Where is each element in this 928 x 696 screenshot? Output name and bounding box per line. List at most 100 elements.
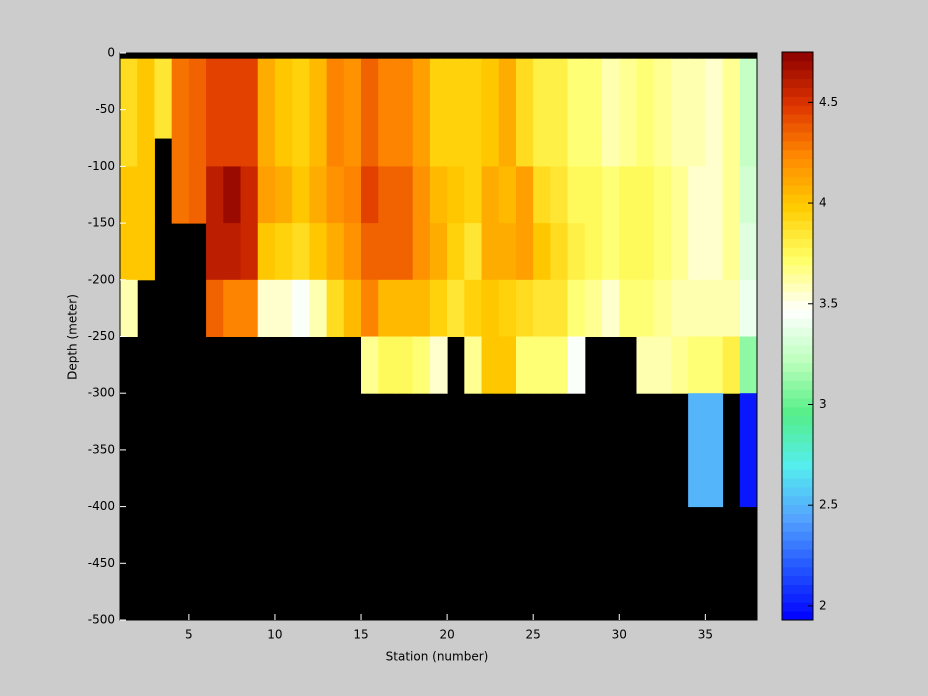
cell xyxy=(705,138,724,167)
colorbar-strip xyxy=(782,194,813,204)
colorbar-strip xyxy=(782,140,813,151)
colorbar-strip xyxy=(782,176,813,186)
cell xyxy=(274,138,293,167)
cell xyxy=(464,336,483,394)
cell xyxy=(206,166,224,224)
cell xyxy=(722,58,741,139)
cell xyxy=(498,58,517,139)
cell xyxy=(567,279,586,337)
cell xyxy=(602,166,620,224)
cell xyxy=(309,58,328,139)
cell xyxy=(481,138,500,167)
cell xyxy=(447,58,465,139)
colorbar-strip xyxy=(782,415,813,426)
colorbar-strip xyxy=(782,478,813,488)
cell xyxy=(653,58,672,139)
cell xyxy=(257,223,276,281)
colorbar-strip xyxy=(782,211,813,222)
cell xyxy=(188,138,207,167)
cell xyxy=(171,166,190,224)
cell xyxy=(481,279,500,337)
colorbar-strip xyxy=(782,318,813,328)
cell xyxy=(670,138,689,167)
cell xyxy=(429,223,448,281)
cell xyxy=(137,223,155,281)
y-tick-label: -500 xyxy=(88,613,115,627)
colorbar-strip xyxy=(782,522,813,532)
cell xyxy=(120,138,138,167)
cell xyxy=(567,138,586,167)
colorbar-strip xyxy=(782,60,813,71)
colorbar-strip xyxy=(782,282,813,293)
cell xyxy=(515,223,534,281)
y-axis-label: Depth (meter) xyxy=(66,294,80,380)
colorbar-strip xyxy=(782,52,813,62)
cell xyxy=(567,336,586,394)
colorbar-strip xyxy=(782,389,813,399)
cell xyxy=(429,336,448,394)
colorbar-strip xyxy=(782,531,813,541)
cell xyxy=(670,166,689,224)
cell xyxy=(705,393,724,508)
cell xyxy=(361,58,379,139)
cell xyxy=(722,166,741,224)
cell xyxy=(567,166,586,224)
cell xyxy=(498,166,517,224)
cell xyxy=(515,279,534,337)
cell xyxy=(343,138,362,167)
x-tick-label: 15 xyxy=(353,628,368,642)
colorbar-tick-label: 2 xyxy=(819,598,827,612)
cell xyxy=(223,138,242,167)
cell xyxy=(619,138,637,167)
cell xyxy=(292,138,310,167)
colorbar-tick-label: 3.5 xyxy=(819,296,838,310)
cell xyxy=(653,336,672,394)
cell xyxy=(343,58,362,139)
cell xyxy=(739,166,758,224)
cell xyxy=(343,223,362,281)
cell xyxy=(567,58,586,139)
cell xyxy=(361,223,379,281)
cell xyxy=(567,223,586,281)
cell xyxy=(533,279,551,337)
cell xyxy=(378,58,396,139)
colorbar-strip xyxy=(782,105,813,115)
cell xyxy=(550,138,569,167)
cell xyxy=(257,58,276,139)
cell xyxy=(619,279,637,337)
cell xyxy=(464,138,483,167)
colorbar-strip xyxy=(782,256,813,266)
cell xyxy=(292,166,310,224)
cell xyxy=(361,336,379,394)
cell xyxy=(636,279,655,337)
cell xyxy=(688,166,706,224)
colorbar-strip xyxy=(782,265,813,275)
cell xyxy=(378,223,396,281)
cell xyxy=(602,223,620,281)
colorbar-strip xyxy=(782,602,813,612)
colorbar-strip xyxy=(782,344,813,355)
cell xyxy=(464,223,483,281)
colorbar-strip xyxy=(782,611,813,621)
colorbar-tick-label: 3 xyxy=(819,397,827,411)
colorbar-strip xyxy=(782,202,813,213)
cell xyxy=(378,336,396,394)
colorbar-strip xyxy=(782,371,813,381)
cell xyxy=(670,279,689,337)
cell xyxy=(481,223,500,281)
cell xyxy=(636,166,655,224)
x-axis-label: Station (number) xyxy=(386,650,489,664)
cell xyxy=(584,223,603,281)
cell xyxy=(412,336,431,394)
colorbar-strip xyxy=(782,549,813,559)
colorbar-tick-label: 2.5 xyxy=(819,498,838,512)
x-tick-label: 35 xyxy=(698,628,713,642)
cell xyxy=(447,279,465,337)
cell xyxy=(292,279,310,337)
cell xyxy=(688,223,706,281)
cell xyxy=(378,279,396,337)
cell xyxy=(722,336,741,394)
cell xyxy=(447,223,465,281)
cell xyxy=(274,279,293,337)
cell xyxy=(240,279,259,337)
